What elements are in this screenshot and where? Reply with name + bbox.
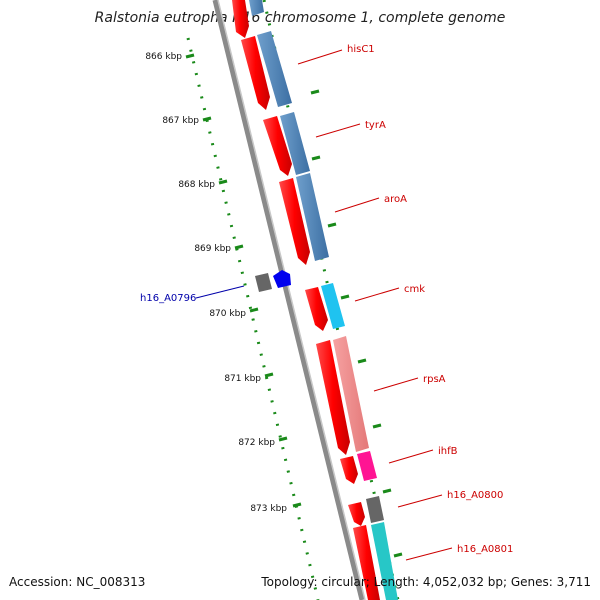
map-title: Ralstonia eutropha H16 chromosome 1, com…	[94, 10, 506, 26]
gene-label[interactable]: aroA	[384, 194, 407, 205]
leader-line	[405, 547, 453, 561]
cds-block-h16_A0796[interactable]	[255, 273, 272, 292]
cds-block-aroA[interactable]	[296, 173, 329, 261]
ruler-track	[186, 0, 400, 600]
leader-line	[373, 377, 419, 392]
outer-tick	[311, 155, 321, 161]
gene-arrow-h16_A0796[interactable]	[273, 270, 291, 288]
outer-tick	[393, 552, 403, 558]
accession-text: Accession: NC_008313	[9, 575, 146, 589]
ruler-tick	[292, 502, 302, 508]
outer-tick	[310, 89, 320, 95]
ruler-label: 867 kbp	[162, 116, 199, 126]
gene-arrow-h16_A0801[interactable]	[353, 525, 380, 600]
gene-arrow-cmk[interactable]	[305, 287, 328, 331]
gene-arrow[interactable]	[232, 0, 249, 38]
ruler-tick	[185, 53, 195, 59]
ruler-tick	[278, 436, 288, 442]
outer-tick	[340, 294, 350, 300]
cds-block-hisC1[interactable]	[257, 31, 292, 107]
gene-label[interactable]: tyrA	[365, 120, 386, 131]
cds-track	[249, 0, 398, 600]
gene-label[interactable]: cmk	[404, 284, 425, 295]
gene-arrow-h16_A0800[interactable]	[348, 502, 365, 526]
genome-summary-text: Topology: circular; Length: 4,052,032 bp…	[261, 575, 591, 589]
gene-label[interactable]: h16_A0800	[447, 490, 503, 501]
ruler-dotted-line	[186, 37, 320, 600]
ruler-tick	[234, 244, 244, 250]
ruler-label: 873 kbp	[250, 504, 287, 514]
ruler-label: 868 kbp	[178, 180, 215, 190]
leader-line	[397, 494, 443, 508]
gene-arrow-hisC1[interactable]	[241, 36, 270, 110]
cds-block-h16_A0800[interactable]	[366, 496, 384, 523]
gene-label[interactable]: hisC1	[347, 44, 375, 55]
ruler-tick	[202, 116, 212, 122]
cds-block-tyrA[interactable]	[280, 112, 310, 175]
cds-block-cmk[interactable]	[321, 283, 345, 329]
ruler-ticks	[185, 53, 403, 558]
ruler-label: 872 kbp	[238, 438, 275, 448]
forward-strand	[232, 0, 380, 600]
gene-label[interactable]: h16_A0796	[140, 293, 196, 304]
outer-tick	[327, 222, 337, 228]
cds-block-h16_A0801[interactable]	[371, 522, 398, 600]
ruler-tick	[218, 179, 228, 185]
ruler-label: 869 kbp	[194, 244, 231, 254]
outer-tick	[372, 423, 382, 429]
leader-line	[334, 197, 380, 213]
ruler-tick	[264, 372, 274, 378]
cds-block-ihfB[interactable]	[357, 451, 377, 481]
leader-line	[297, 49, 343, 65]
gene-label[interactable]: h16_A0801	[457, 544, 513, 555]
cds-block[interactable]	[249, 0, 264, 16]
cds-block-rpsA[interactable]	[333, 336, 369, 452]
leader-line	[388, 449, 434, 464]
outer-tick	[357, 358, 367, 364]
gene-arrow-rpsA[interactable]	[316, 340, 350, 455]
leader-line	[315, 123, 361, 138]
gene-arrow-tyrA[interactable]	[263, 116, 292, 176]
ruler-label: 870 kbp	[209, 309, 246, 319]
outer-tick	[382, 488, 392, 494]
leader-line	[195, 285, 245, 299]
ruler-tick	[249, 307, 259, 313]
gene-arrow-aroA[interactable]	[279, 178, 310, 265]
chromosome-backbone	[212, 0, 365, 600]
backbone-highlight	[217, 0, 366, 600]
reverse-strand	[255, 270, 291, 292]
gene-label[interactable]: ihfB	[438, 446, 458, 457]
gene-arrow-ihfB[interactable]	[340, 456, 358, 484]
ruler-label: 866 kbp	[145, 52, 182, 62]
ruler-label: 871 kbp	[224, 374, 261, 384]
gene-label[interactable]: rpsA	[423, 374, 446, 385]
leader-line	[354, 287, 400, 302]
